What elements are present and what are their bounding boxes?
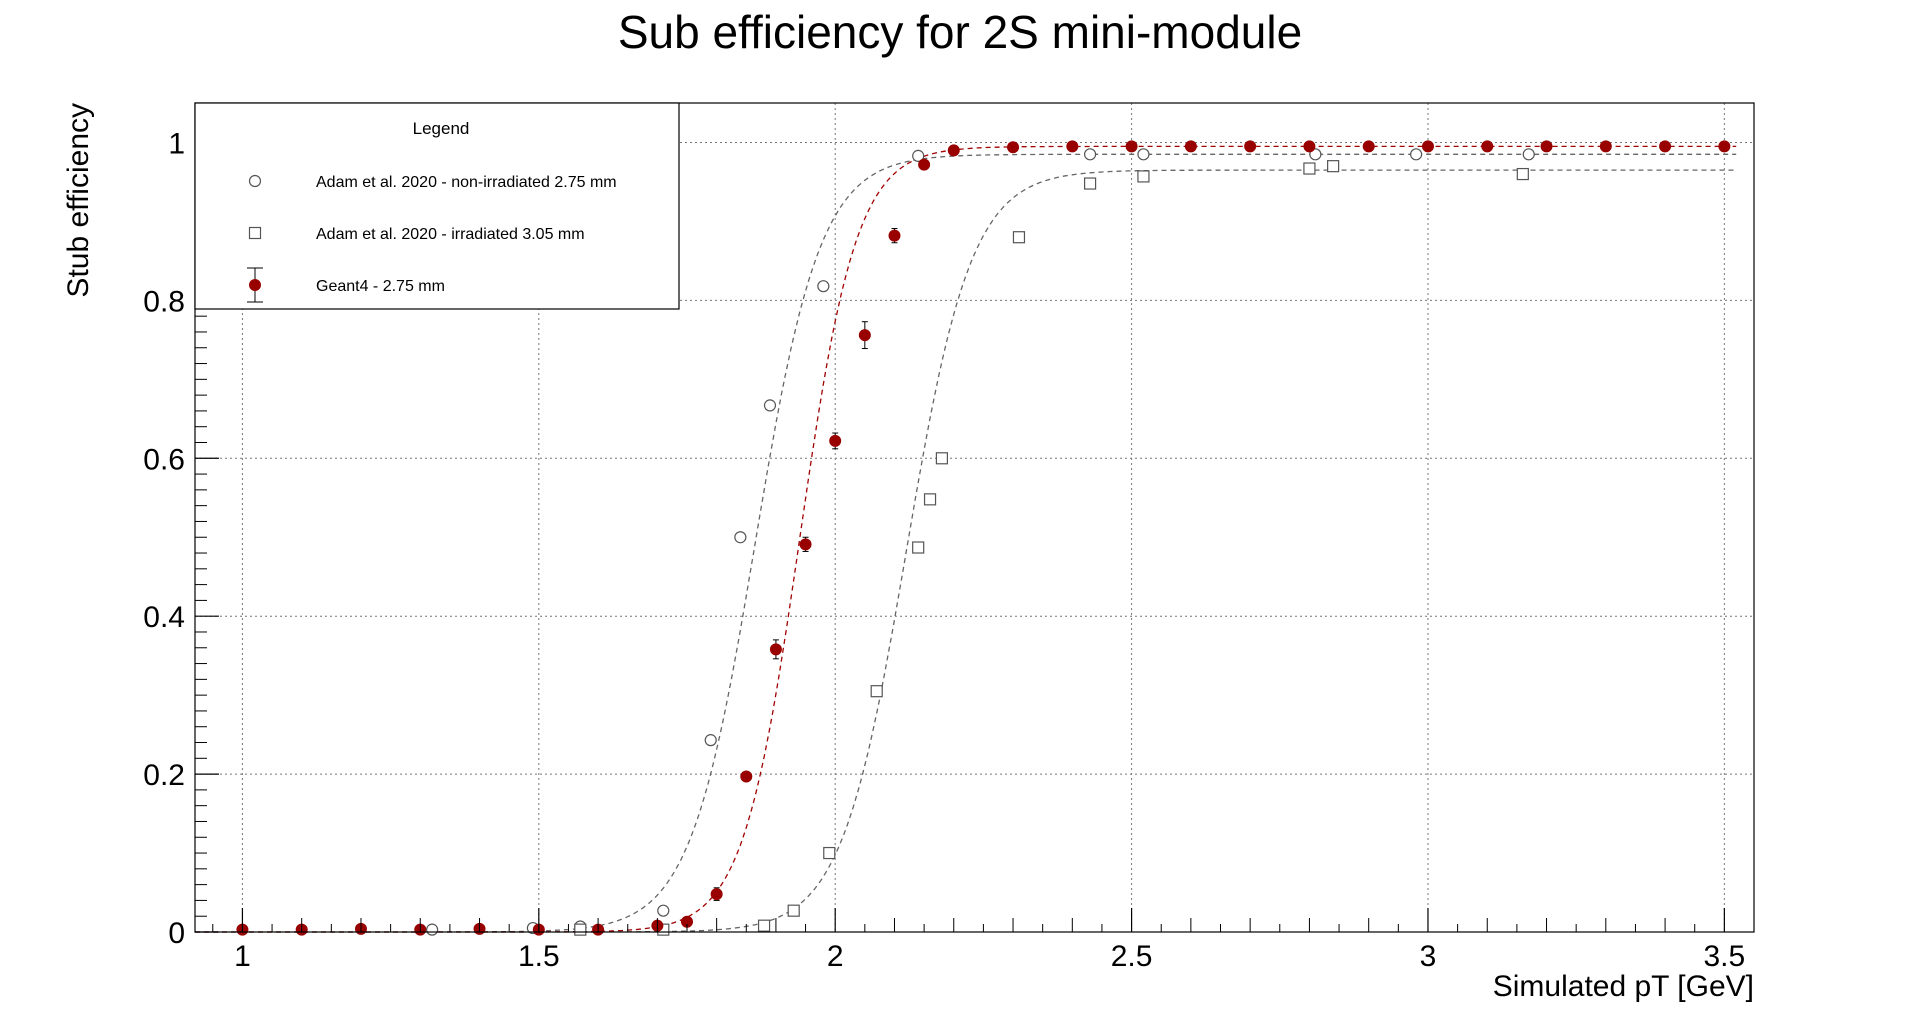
data-point bbox=[1012, 231, 1026, 244]
x-tick-label: 2 bbox=[827, 940, 844, 973]
data-point bbox=[1125, 140, 1138, 153]
data-point bbox=[1309, 148, 1322, 161]
y-tick-label: 0.2 bbox=[143, 759, 185, 792]
data-point bbox=[757, 919, 771, 932]
legend-entry-label: Adam et al. 2020 - irradiated 3.05 mm bbox=[316, 226, 585, 243]
legend-box bbox=[194, 102, 680, 310]
data-point bbox=[1540, 140, 1553, 153]
data-point bbox=[935, 452, 948, 465]
data-point bbox=[829, 434, 842, 447]
data-point bbox=[787, 904, 800, 917]
data-point bbox=[1516, 167, 1529, 181]
data-point bbox=[704, 734, 717, 747]
data-point bbox=[858, 329, 871, 342]
data-point bbox=[1137, 170, 1150, 183]
chart-title: Sub efficiency for 2S mini-module bbox=[618, 6, 1302, 58]
y-axis-label: Stub efficiency bbox=[62, 103, 95, 298]
data-point bbox=[823, 846, 836, 860]
y-tick-label: 0 bbox=[168, 917, 185, 950]
data-point bbox=[1421, 140, 1434, 153]
legend-entry-label: Geant4 - 2.75 mm bbox=[316, 278, 445, 295]
data-point bbox=[1066, 140, 1079, 153]
data-point bbox=[1481, 140, 1494, 153]
data-point bbox=[426, 923, 439, 936]
data-point bbox=[1244, 140, 1257, 153]
legend-marker bbox=[249, 279, 261, 291]
data-point bbox=[947, 144, 960, 157]
legend-marker bbox=[248, 226, 262, 240]
data-point bbox=[1083, 148, 1097, 161]
data-point bbox=[1184, 140, 1197, 153]
data-point bbox=[1659, 140, 1672, 153]
legend-markers bbox=[247, 174, 263, 303]
legend-marker bbox=[248, 174, 262, 188]
data-point bbox=[1522, 148, 1535, 161]
data-point bbox=[740, 770, 753, 783]
data-point bbox=[1083, 177, 1097, 190]
data-point bbox=[769, 643, 782, 656]
y-tick-label: 0.4 bbox=[143, 601, 185, 634]
x-tick-label: 3.5 bbox=[1704, 940, 1746, 973]
legend-entry-label: Adam et al. 2020 - non-irradiated 2.75 m… bbox=[316, 174, 617, 191]
data-point bbox=[923, 493, 937, 506]
data-point bbox=[817, 280, 830, 293]
data-point bbox=[1410, 148, 1423, 161]
data-point bbox=[1327, 160, 1340, 173]
data-point bbox=[1362, 140, 1375, 153]
legend-title: Legend bbox=[413, 119, 470, 138]
axis-layer: 1 1.5 2 2.5 3 3.5 0 0.2 0.4 0.6 0.8 1 bbox=[143, 110, 1755, 973]
data-point bbox=[1303, 140, 1316, 153]
data-point bbox=[710, 888, 723, 901]
data-point bbox=[1718, 140, 1731, 153]
data-point bbox=[870, 685, 883, 698]
x-tick-label: 3 bbox=[1420, 940, 1437, 973]
x-tick-label: 1.5 bbox=[518, 940, 560, 973]
data-point bbox=[918, 158, 931, 171]
x-tick-label: 1 bbox=[234, 940, 251, 973]
data-point bbox=[888, 229, 901, 242]
data-point bbox=[912, 149, 925, 162]
y-tick-label: 1 bbox=[168, 127, 185, 160]
data-point bbox=[1599, 140, 1612, 153]
y-tick-label: 0.8 bbox=[143, 285, 185, 318]
grid-layer bbox=[195, 103, 1754, 933]
legend: Legend Adam et al. 2020 - non-irradiated… bbox=[194, 102, 680, 310]
data-point bbox=[912, 541, 925, 554]
x-tick-label: 2.5 bbox=[1111, 940, 1153, 973]
data-point bbox=[763, 399, 777, 412]
data-point bbox=[1007, 141, 1020, 154]
plot-frame bbox=[194, 102, 1755, 933]
data-point bbox=[1303, 162, 1316, 175]
data-point bbox=[734, 531, 747, 544]
data-point bbox=[657, 904, 670, 917]
data-point bbox=[1137, 148, 1150, 161]
data-point bbox=[574, 923, 587, 936]
x-axis-label: Simulated pT [GeV] bbox=[1493, 970, 1754, 1003]
y-tick-label: 0.6 bbox=[143, 443, 185, 476]
data-point bbox=[799, 538, 812, 551]
